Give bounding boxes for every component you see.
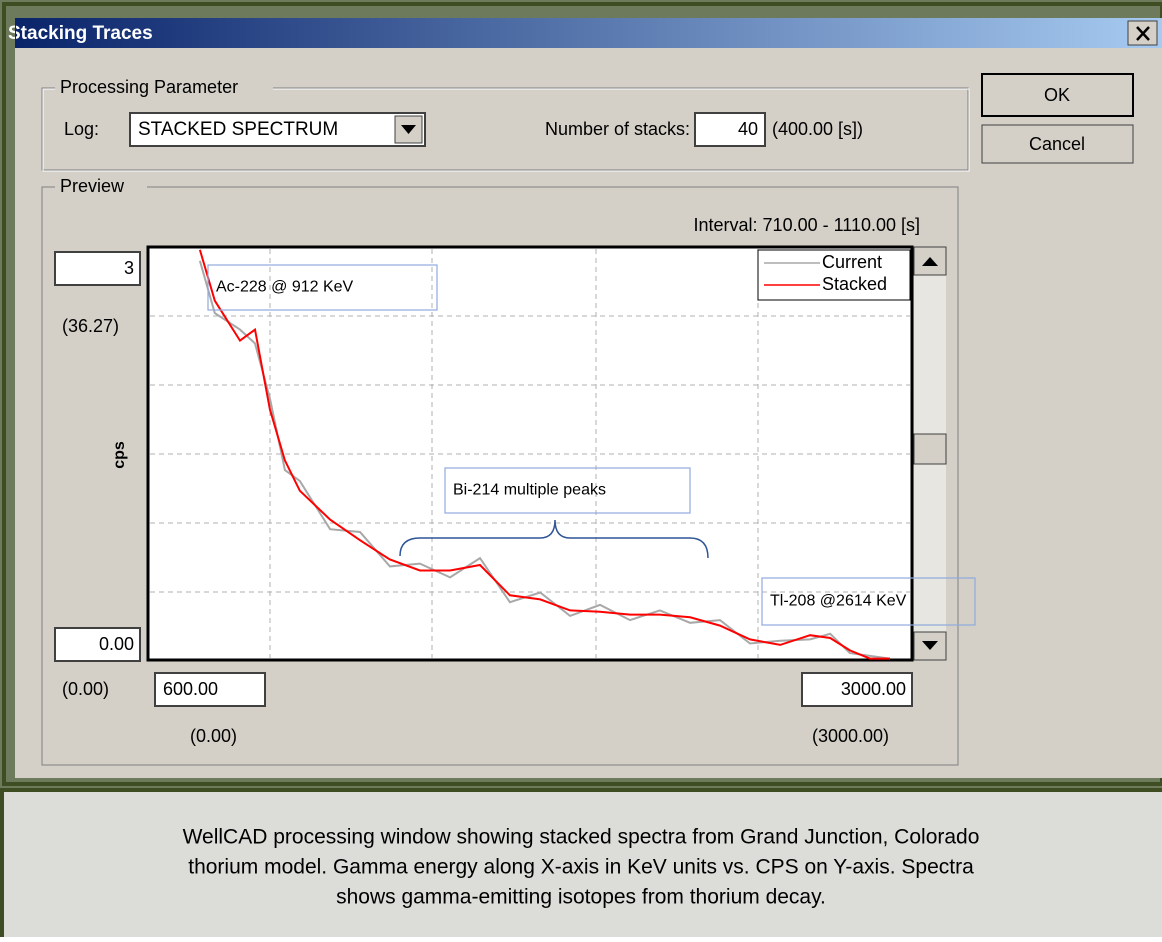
stacks-value: 40	[738, 119, 758, 139]
caption-line: WellCAD processing window showing stacke…	[183, 826, 980, 849]
legend-label: Stacked	[822, 274, 887, 294]
stacks-duration: (400.00 [s])	[772, 119, 863, 139]
y-tick-label: 3	[124, 258, 134, 278]
group-legend: Preview	[60, 176, 125, 196]
x-range-input[interactable]: 600.00	[155, 673, 265, 706]
legend-label: Current	[822, 252, 882, 272]
title-edge	[15, 18, 16, 48]
stacks-input[interactable]: 40	[695, 113, 765, 146]
y-axis-label: cps	[111, 441, 128, 469]
select-value: STACKED SPECTRUM	[138, 119, 338, 140]
x-tick-label: 3000.00	[841, 679, 906, 699]
cancel-button[interactable]: Cancel	[982, 125, 1133, 163]
annotation-text: Bi-214 multiple peaks	[453, 482, 606, 499]
log-select[interactable]: STACKED SPECTRUM	[130, 113, 425, 146]
scaled-value: (0.00)	[62, 679, 109, 699]
y-tick-label: 0.00	[99, 634, 134, 654]
stacks-label: Number of stacks:	[545, 119, 690, 139]
x-range-input[interactable]: 3000.00	[802, 673, 912, 706]
caption-line: shows gamma-emitting isotopes from thori…	[336, 886, 826, 909]
scaled-value: (0.00)	[190, 726, 237, 746]
scaled-value: (3000.00)	[812, 726, 889, 746]
button-label: OK	[1044, 85, 1070, 105]
group-legend: Processing Parameter	[60, 77, 238, 97]
scroll-thumb[interactable]	[914, 434, 946, 464]
ok-button[interactable]: OK	[982, 74, 1133, 116]
log-label: Log:	[64, 119, 99, 139]
scaled-value: (36.27)	[62, 316, 119, 336]
y-range-input[interactable]: 0.00	[55, 628, 140, 661]
caption-line: thorium model. Gamma energy along X-axis…	[188, 856, 974, 879]
annotation-text: Ac-228 @ 912 KeV	[216, 279, 354, 296]
interval: Interval: 710.00 - 1110.00 [s]	[694, 215, 920, 235]
screenshot: Stacking Traces Processing Parameter Log…	[0, 0, 1162, 937]
close-button[interactable]	[1128, 21, 1157, 45]
window-title: Stacking Traces	[8, 23, 153, 44]
x-tick-label: 600.00	[163, 679, 218, 699]
annotation-text: Tl-208 @2614 KeV	[770, 593, 907, 610]
y-range-input[interactable]: 3	[55, 252, 140, 285]
title-bar	[15, 18, 1162, 48]
button-label: Cancel	[1029, 134, 1085, 154]
page: Stacking Traces Processing Parameter Log…	[0, 0, 1162, 937]
